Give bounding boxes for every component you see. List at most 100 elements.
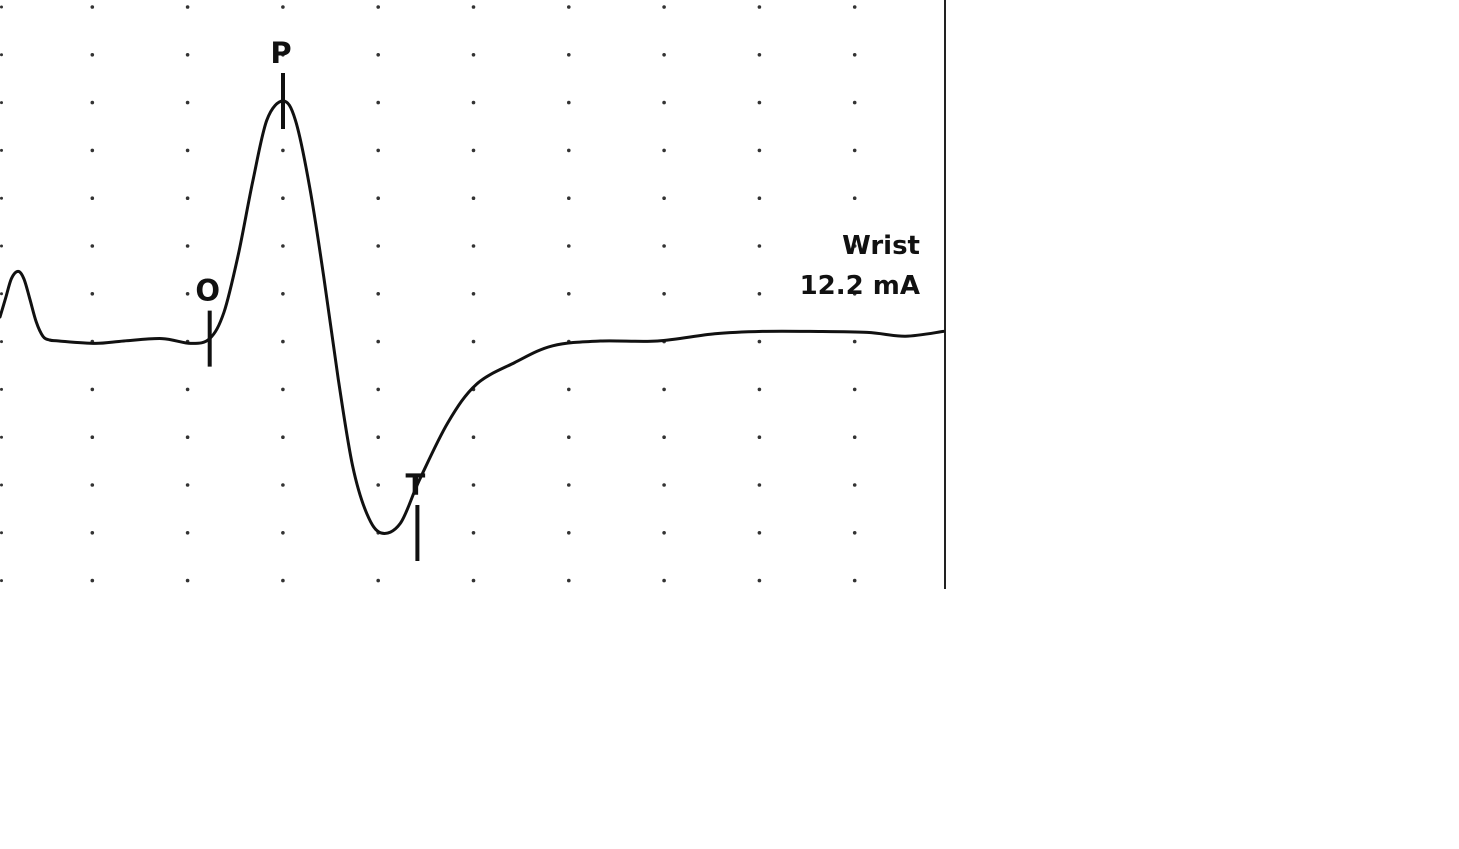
grid-dot — [662, 483, 666, 487]
grid-dot — [852, 435, 857, 440]
grid-dot — [567, 531, 571, 535]
grid-dot — [90, 5, 95, 9]
grid-dot — [757, 435, 762, 440]
grid-dot — [281, 244, 285, 248]
grid-dot — [185, 244, 190, 248]
grid-dot — [567, 435, 571, 440]
grid-dot — [281, 531, 285, 535]
grid-dot — [757, 339, 762, 344]
grid-dot — [281, 387, 285, 392]
grid-dot — [852, 292, 857, 296]
grid-dot — [471, 435, 476, 440]
grid-dot — [662, 435, 666, 440]
grid-dot — [757, 244, 762, 248]
grid-dot — [281, 196, 285, 200]
grid-dot — [471, 578, 476, 583]
grid-dot — [376, 292, 381, 296]
grid-dot — [567, 387, 571, 392]
grid-dot — [185, 196, 190, 200]
grid-dot — [757, 148, 762, 153]
grid-dot — [90, 435, 95, 440]
grid-dot — [0, 244, 3, 248]
grid-dot — [185, 100, 190, 105]
grid-dot — [185, 292, 190, 296]
grid-dot — [185, 53, 190, 57]
grid-dot — [90, 483, 95, 487]
grid-dot — [567, 5, 571, 9]
grid-dot — [0, 101, 3, 105]
grid-dot — [757, 5, 762, 9]
grid-dot — [281, 483, 285, 487]
marker-label-p: P — [270, 36, 291, 70]
grid-dot — [0, 387, 3, 391]
grid-dot — [662, 148, 666, 153]
grid-dot — [185, 483, 190, 487]
grid-dot — [757, 578, 762, 583]
grid-dot — [0, 292, 3, 296]
grid-dot — [376, 244, 381, 248]
grid-dot — [471, 292, 476, 296]
grid-dot — [662, 5, 666, 9]
grid-dot — [662, 578, 666, 583]
grid-dot — [376, 5, 381, 9]
grid-dot — [852, 5, 857, 9]
grid-dot — [376, 53, 381, 57]
grid-dot — [185, 578, 190, 583]
grid-dot — [376, 196, 381, 200]
grid-dot — [90, 578, 95, 583]
grid-dot — [567, 53, 571, 57]
grid-dot — [852, 483, 857, 487]
grid-dot — [376, 339, 381, 344]
grid-dot — [185, 148, 190, 153]
grid-dot — [567, 483, 571, 487]
grid-dot — [0, 53, 3, 57]
grid-dot — [662, 196, 666, 200]
grid-dot — [471, 53, 476, 57]
grid-dot — [376, 435, 381, 440]
grid-dots — [0, 5, 857, 583]
grid-dot — [90, 100, 95, 105]
grid-dot — [567, 148, 571, 153]
grid-dot — [0, 435, 3, 439]
grid-dot — [567, 196, 571, 200]
grid-dot — [757, 483, 762, 487]
marker-label-t: T — [406, 468, 426, 502]
grid-dot — [852, 100, 857, 105]
annotation-site: Wrist — [842, 231, 920, 261]
grid-dot — [662, 531, 666, 535]
grid-dot — [90, 148, 95, 153]
waveform-trace — [0, 99, 945, 535]
grid-dot — [0, 340, 3, 344]
grid-dot — [471, 5, 476, 9]
grid-dot — [852, 531, 857, 535]
grid-dot — [567, 244, 571, 248]
grid-dot — [662, 244, 666, 248]
grid-dot — [90, 292, 95, 296]
grid-dot — [281, 578, 285, 583]
grid-dot — [471, 531, 476, 535]
grid-dot — [471, 196, 476, 200]
grid-dot — [90, 387, 95, 392]
grid-dot — [662, 53, 666, 57]
grid-dot — [0, 531, 3, 535]
grid-dot — [281, 292, 285, 296]
grid-dot — [376, 387, 381, 392]
grid-dot — [90, 53, 95, 57]
grid-dot — [281, 53, 285, 57]
grid-dot — [0, 196, 3, 200]
grid-dot — [471, 339, 476, 344]
grid-dot — [757, 387, 762, 392]
grid-dot — [757, 53, 762, 57]
grid-dot — [0, 579, 3, 583]
grid-dot — [376, 483, 381, 487]
grid-dot — [90, 531, 95, 535]
grid-dot — [567, 100, 571, 105]
marker-label-o: O — [195, 274, 220, 308]
grid-dot — [852, 244, 857, 248]
grid-dot — [281, 339, 285, 344]
grid-dot — [471, 483, 476, 487]
grid-dot — [185, 435, 190, 440]
grid-dot — [757, 100, 762, 105]
grid-dot — [376, 148, 381, 153]
